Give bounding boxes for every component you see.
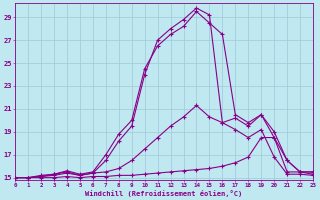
X-axis label: Windchill (Refroidissement éolien,°C): Windchill (Refroidissement éolien,°C)	[85, 190, 243, 197]
